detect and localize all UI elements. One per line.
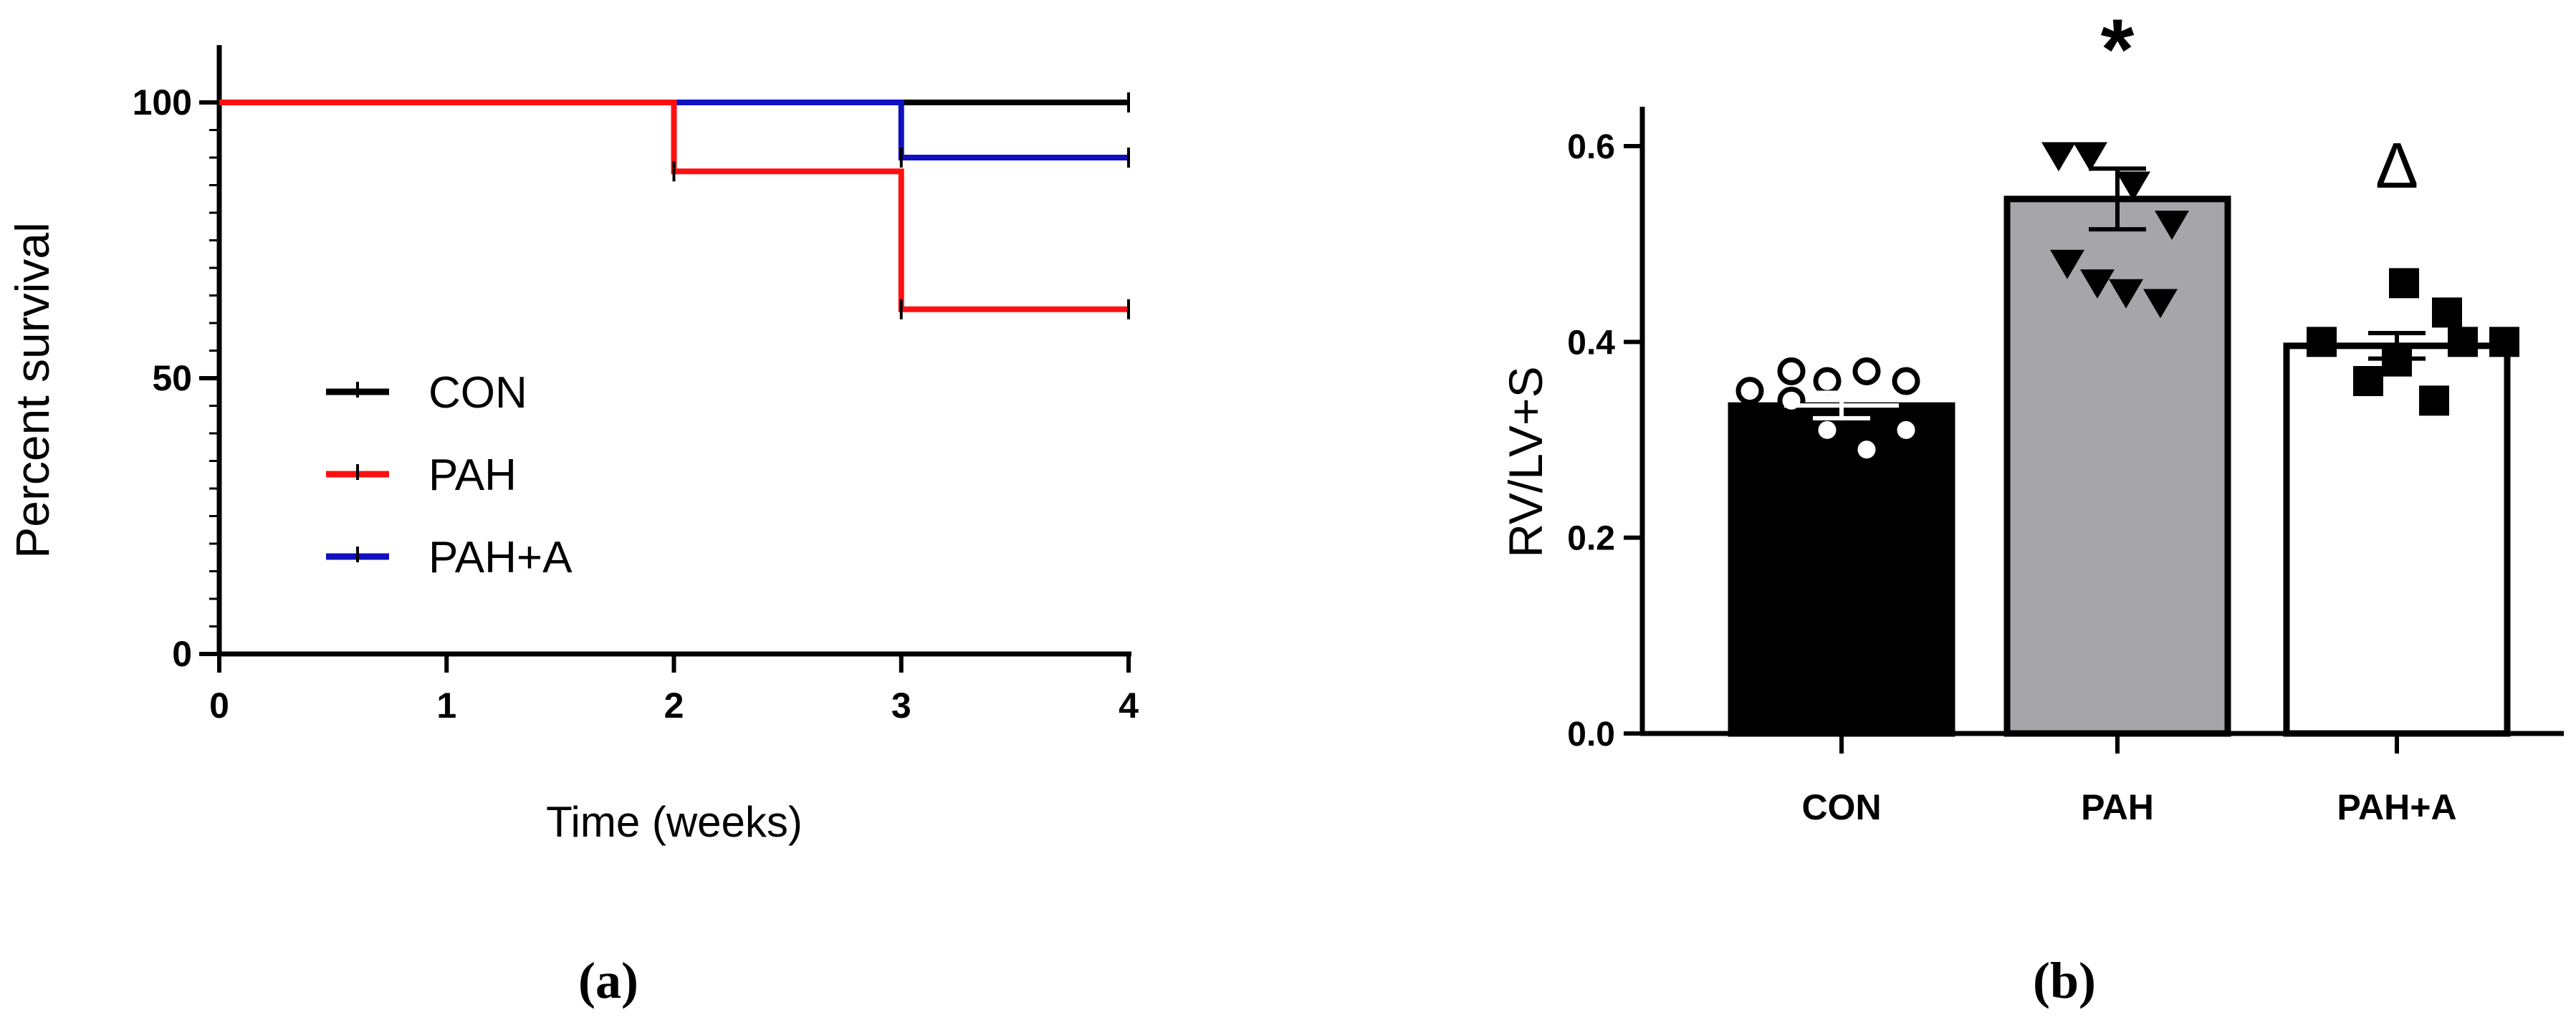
survival-x-tick-label: 4 xyxy=(1119,685,1139,726)
data-point xyxy=(1777,357,1806,385)
survival-x-tick-label: 3 xyxy=(891,685,911,726)
panel-label-a: (a) xyxy=(578,952,638,1009)
survival-x-tick-label: 1 xyxy=(436,685,456,726)
data-point xyxy=(1852,357,1881,385)
data-point xyxy=(2419,385,2449,416)
significance-delta: Δ xyxy=(2375,130,2418,202)
survival-chart: 0 50 100 0 1 2 3 4 CON PAH PAH+A Time (weeks) Per… xyxy=(6,45,1139,1009)
data-point xyxy=(2448,327,2478,357)
significance-star: * xyxy=(2101,1,2135,97)
data-point xyxy=(2307,327,2337,357)
rv-ratio-x-tick-label: PAH+A xyxy=(2337,787,2456,827)
data-point xyxy=(1813,415,1842,444)
data-point xyxy=(1892,367,1920,395)
rv-ratio-points xyxy=(1735,142,2519,464)
data-point xyxy=(2116,171,2150,201)
data-point xyxy=(2353,366,2383,396)
survival-y-axis-label: Percent survival xyxy=(6,222,59,559)
data-point xyxy=(2080,269,2115,299)
rv-ratio-y-axis-label: RV/LV+S xyxy=(1499,366,1552,557)
data-point xyxy=(1735,377,1764,405)
rv-ratio-x-tick-label: PAH xyxy=(2081,787,2154,827)
rv-ratio-y-tick-label: 0.6 xyxy=(1567,128,1615,166)
survival-legend: CON PAH PAH+A xyxy=(326,368,573,582)
bar-con xyxy=(1728,402,1955,737)
data-point xyxy=(2109,279,2143,309)
data-point xyxy=(2432,297,2462,328)
survival-x-axis-label: Time (weeks) xyxy=(546,798,803,846)
survival-curves xyxy=(219,92,1130,319)
data-point xyxy=(2389,268,2419,299)
legend-label: CON xyxy=(428,368,527,418)
rv-ratio-annotations: *Δ xyxy=(2101,1,2418,202)
rv-ratio-y-tick-label: 0.4 xyxy=(1567,324,1615,362)
data-point xyxy=(1892,415,1920,444)
survival-y-tick-label: 50 xyxy=(152,358,192,398)
data-point xyxy=(2073,142,2107,172)
survival-curve-pah xyxy=(219,100,1129,312)
data-point xyxy=(2041,142,2076,172)
data-point xyxy=(2050,249,2084,279)
survival-x-tick-label: 0 xyxy=(209,685,229,726)
data-point xyxy=(2155,211,2189,240)
legend-label: PAH+A xyxy=(428,533,573,582)
survival-y-tick-label: 100 xyxy=(133,82,192,122)
data-point xyxy=(1852,436,1881,464)
data-point xyxy=(2489,327,2519,357)
rv-ratio-y-tick-label: 0.0 xyxy=(1567,716,1615,754)
survival-y-tick-label: 0 xyxy=(172,634,192,674)
rv-ratio-axes: 0.0 0.2 0.4 0.6 CON PAH PAH+A xyxy=(1567,107,2564,827)
panel-label-b: (b) xyxy=(2033,952,2096,1009)
survival-x-tick-label: 2 xyxy=(664,685,684,726)
data-point xyxy=(1813,367,1842,395)
rv-ratio-y-tick-label: 0.2 xyxy=(1567,520,1615,558)
data-point xyxy=(1777,386,1806,415)
data-point xyxy=(2143,289,2178,319)
survival-axes: 0 50 100 0 1 2 3 4 xyxy=(133,45,1139,726)
rv-ratio-x-tick-label: CON xyxy=(1801,787,1881,827)
bar-pah xyxy=(2003,196,2231,737)
legend-label: PAH xyxy=(428,451,517,500)
bar-pah-a xyxy=(2283,342,2511,737)
